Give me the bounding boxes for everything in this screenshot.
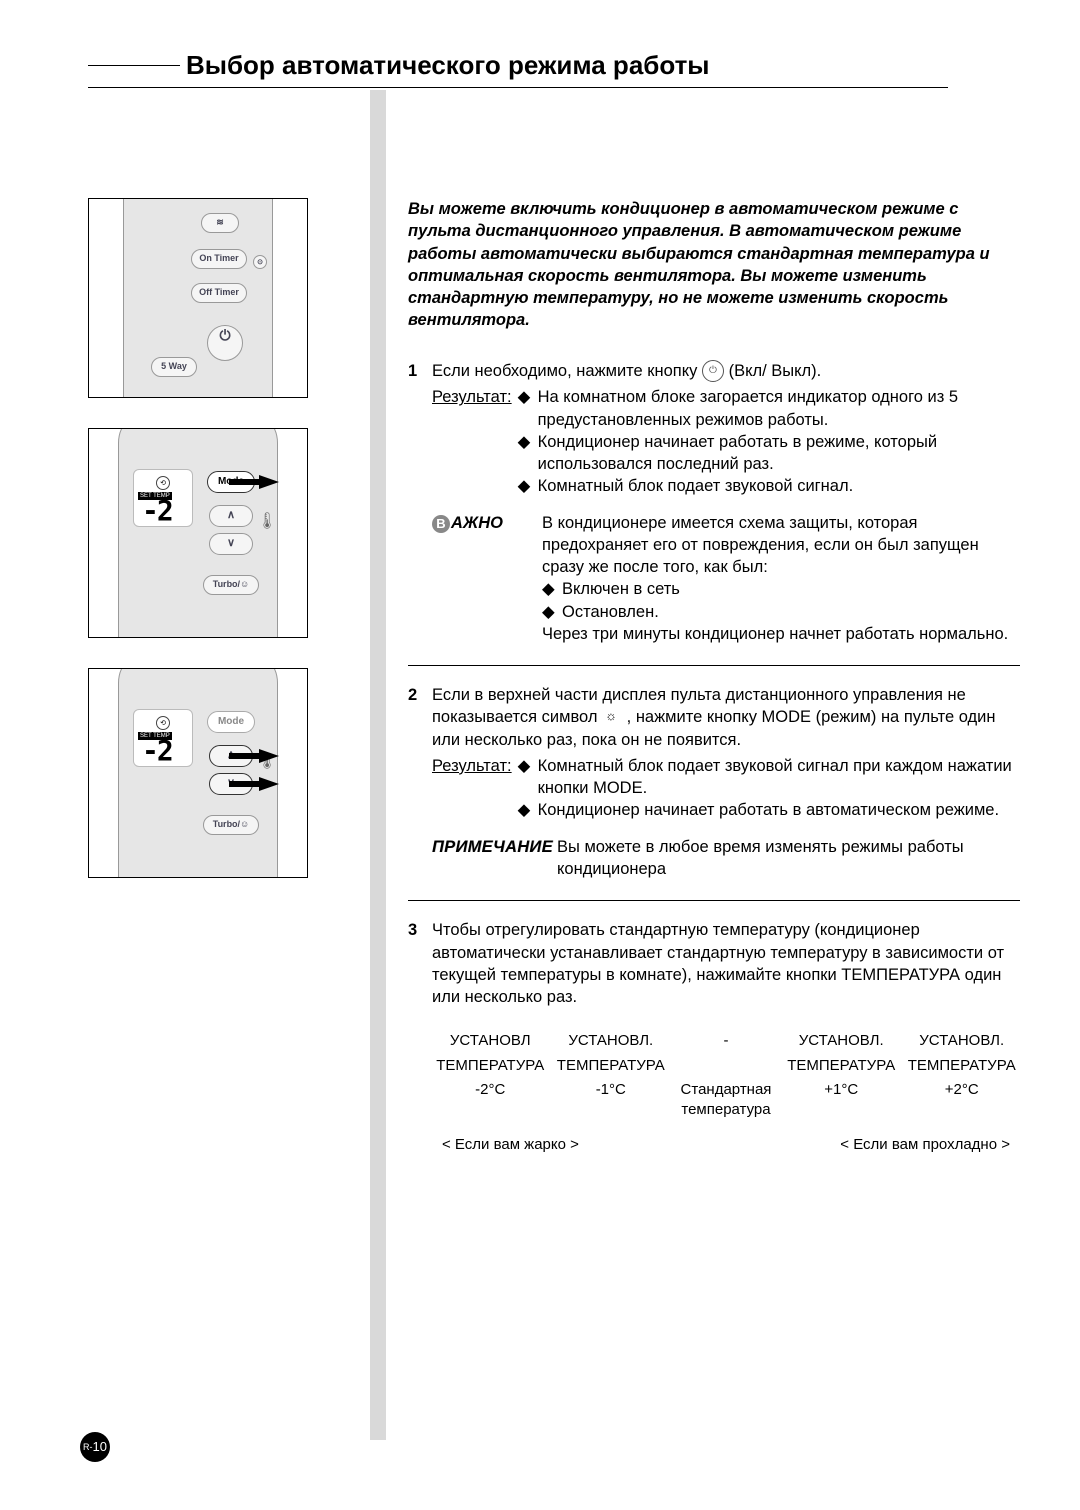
on-timer-button: On Timer <box>191 249 247 269</box>
auto-icon: ⟲ <box>156 476 170 490</box>
remote-illustrations: ≋ On Timer ⊙ Off Timer 5 Way ⟲ SET TEMP … <box>88 198 388 1166</box>
bullet: Остановлен. <box>562 601 659 623</box>
five-way-button: 5 Way <box>151 357 197 377</box>
bullet: Включен в сеть <box>562 578 680 600</box>
swing-button: ≋ <box>201 213 239 233</box>
th: УСТАНОВЛ <box>432 1030 549 1052</box>
th2 <box>673 1055 779 1077</box>
th: УСТАНОВЛ. <box>903 1030 1020 1052</box>
remote-figure-1: ≋ On Timer ⊙ Off Timer 5 Way <box>88 198 308 398</box>
tv: -2°C <box>432 1079 549 1122</box>
step1-text-after: (Вкл/ Выкл). <box>729 362 822 380</box>
diamond-icon: ◆ <box>518 386 538 431</box>
th2: ТЕМПЕРАТУРА <box>432 1055 549 1077</box>
important-label: ВАЖНО <box>432 512 542 646</box>
bullet: На комнатном блоке загорается индикатор … <box>538 386 1020 431</box>
off-timer-button: Off Timer <box>191 283 247 303</box>
result-label: Результат: <box>432 755 518 822</box>
power-icon: ⏻ <box>702 360 724 382</box>
temperature-table: УСТАНОВЛ УСТАНОВЛ. - УСТАНОВЛ. УСТАНОВЛ.… <box>432 1030 1020 1155</box>
auto-icon: ⟲ <box>156 716 170 730</box>
remote-figure-3: ⟲ SET TEMP -2 Mode ∧ ∨ 🌡 Turbo/☺ <box>88 668 308 878</box>
step-1: 1 Если необходимо, нажмите кнопку ⏻ (Вкл… <box>408 360 1020 646</box>
auto-symbol-icon <box>602 711 622 725</box>
step-number: 2 <box>408 684 432 880</box>
tv: -1°C <box>553 1079 670 1122</box>
important-text: В кондиционере имеется схема защиты, кот… <box>542 512 1020 579</box>
step-3: 3 Чтобы отрегулировать стандартную темпе… <box>408 919 1020 1155</box>
page-number-badge: R-10 <box>80 1432 110 1462</box>
important-after: Через три минуты кондиционер начнет рабо… <box>542 623 1020 645</box>
tv: +1°C <box>783 1079 900 1122</box>
gray-vertical-strip <box>370 90 386 1440</box>
result-label: Результат: <box>432 386 518 497</box>
diamond-icon: ◆ <box>518 755 538 800</box>
hint-cold: < Если вам прохладно > <box>840 1135 1010 1155</box>
arrow-to-mode <box>259 475 279 489</box>
arrow-to-down <box>259 777 279 791</box>
page-title: Выбор автоматического режима работы <box>180 50 716 81</box>
diamond-icon: ◆ <box>518 799 538 821</box>
thermometer-icon: 🌡 <box>257 511 277 531</box>
intro-paragraph: Вы можете включить кондиционер в автомат… <box>408 198 1020 332</box>
step1-text-before: Если необходимо, нажмите кнопку <box>432 362 702 380</box>
temp-down-button: ∨ <box>209 533 253 555</box>
temp-digit: -2 <box>142 494 172 527</box>
temp-up-button: ∧ <box>209 505 253 527</box>
step-2: 2 Если в верхней части дисплея пульта ди… <box>408 684 1020 880</box>
th2: ТЕМПЕРАТУРА <box>783 1055 900 1077</box>
th: УСТАНОВЛ. <box>783 1030 900 1052</box>
note-text: Вы можете в любое время изменять режимы … <box>557 836 1020 881</box>
th2: ТЕМПЕРАТУРА <box>553 1055 670 1077</box>
th2: ТЕМПЕРАТУРА <box>903 1055 1020 1077</box>
remote-figure-2: ⟲ SET TEMP -2 Mode ∧ ∨ 🌡 Turbo/☺ <box>88 428 308 638</box>
diamond-icon: ◆ <box>518 431 538 476</box>
bullet: Кондиционер начинает работать в режиме, … <box>538 431 1020 476</box>
th: - <box>673 1030 779 1052</box>
th: УСТАНОВЛ. <box>553 1030 670 1052</box>
clock-button: ⊙ <box>253 255 267 269</box>
note-label: ПРИМЕЧАНИЕ <box>432 836 557 881</box>
bullet: Кондиционер начинает работать в автомати… <box>538 799 999 821</box>
diamond-icon: ◆ <box>542 578 562 600</box>
arrow-to-up <box>259 749 279 763</box>
remote-body <box>118 668 278 878</box>
separator <box>408 900 1020 901</box>
step3-text: Чтобы отрегулировать стандартную темпера… <box>432 919 1020 1008</box>
turbo-button: Turbo/☺ <box>203 575 259 595</box>
diamond-icon: ◆ <box>542 601 562 623</box>
step-number: 3 <box>408 919 432 1155</box>
power-button <box>207 325 243 361</box>
remote-screen: ⟲ SET TEMP -2 <box>133 709 193 767</box>
mode-button-inactive: Mode <box>207 711 255 733</box>
hint-hot: < Если вам жарко > <box>442 1135 579 1155</box>
turbo-button: Turbo/☺ <box>203 815 259 835</box>
temp-digit: -2 <box>142 734 172 767</box>
remote-screen: ⟲ SET TEMP -2 <box>133 469 193 527</box>
tv: +2°C <box>903 1079 1020 1122</box>
tv: Стандартная температура <box>673 1079 779 1122</box>
bullet: Комнатный блок подает звуковой сигнал. <box>538 475 854 497</box>
bullet: Комнатный блок подает звуковой сигнал пр… <box>538 755 1020 800</box>
diamond-icon: ◆ <box>518 475 538 497</box>
title-rule-left <box>88 65 180 66</box>
remote-body <box>118 428 278 638</box>
step-number: 1 <box>408 360 432 646</box>
title-rule <box>88 87 948 88</box>
separator <box>408 665 1020 666</box>
